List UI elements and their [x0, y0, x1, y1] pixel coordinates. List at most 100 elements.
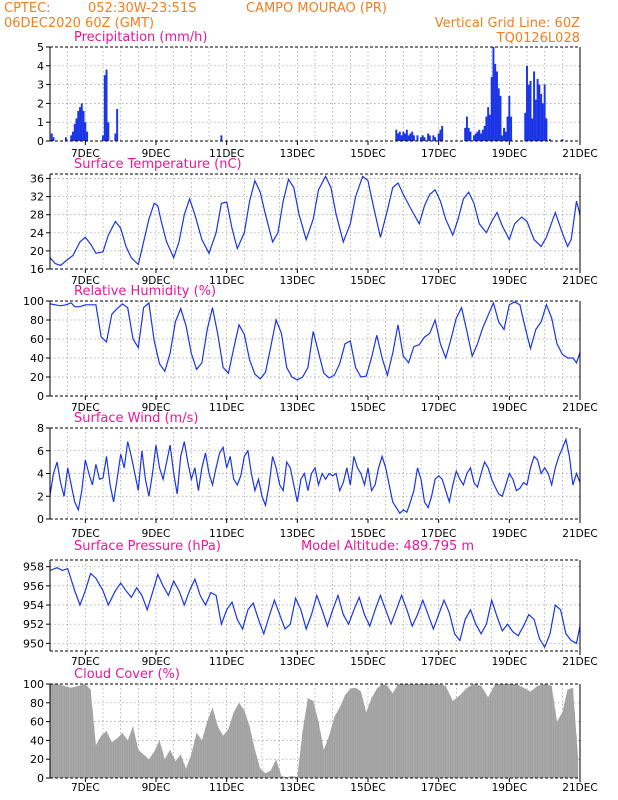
precip-bar	[400, 135, 403, 141]
precip-bar	[420, 137, 422, 141]
y-tick-label: 40	[30, 352, 44, 365]
x-tick-label: 17DEC	[421, 402, 456, 414]
x-tick-label: 13DEC	[280, 656, 315, 668]
y-tick-label: 954	[23, 599, 44, 612]
precip-bar	[473, 135, 475, 141]
y-tick-label: 80	[30, 314, 44, 327]
precip-bar	[526, 65, 528, 141]
panel-title: Surface Pressure (hPa)	[74, 539, 221, 554]
x-tick-label: 15DEC	[350, 148, 385, 160]
x-tick-label: 15DEC	[350, 656, 385, 668]
x-tick-label: 21DEC	[562, 275, 597, 287]
x-tick-label: 15DEC	[350, 782, 385, 794]
y-tick-label: 32	[30, 191, 44, 204]
x-tick-label: 13DEC	[280, 528, 315, 540]
precip-bar	[70, 135, 73, 141]
y-tick-label: 24	[30, 227, 44, 240]
y-tick-label: 3	[37, 79, 44, 92]
precip-bar	[540, 94, 543, 141]
y-tick-label: 100	[23, 678, 44, 691]
panel-title: Surface Temperature (nC)	[74, 157, 242, 172]
precip-bar	[501, 135, 504, 141]
precip-bar	[481, 129, 484, 141]
header-grid-line: Vertical Grid Line: 60Z	[435, 16, 580, 31]
y-tick-label: 4	[37, 60, 44, 73]
x-tick-label: 19DEC	[492, 275, 527, 287]
precip-bar	[73, 124, 76, 141]
y-tick-label: 20	[30, 371, 44, 384]
precip-bar	[421, 135, 424, 141]
precip-bar	[497, 88, 500, 141]
y-tick-label: 6	[37, 445, 44, 458]
x-tick-label: 17DEC	[421, 528, 456, 540]
precip-bar	[432, 135, 435, 141]
y-tick-label: 0	[37, 772, 44, 785]
precip-bar	[80, 103, 83, 141]
precip-bar	[533, 71, 536, 141]
precip-bar	[524, 112, 527, 141]
panel-rh: 0 20 40 60 80 100 7DEC 9DEC 11DEC 13DEC 15DEC 17DEC…	[23, 284, 598, 414]
precip-bar	[469, 131, 472, 141]
y-tick-label: 20	[30, 245, 44, 258]
precip-bar	[510, 116, 513, 141]
header-coords: 052:30W-23:51S	[88, 1, 196, 16]
y-tick-label: 40	[30, 734, 44, 747]
precip-bar	[71, 131, 74, 141]
precip-bar	[395, 129, 398, 141]
y-tick-label: 60	[30, 716, 44, 729]
precip-bar	[416, 135, 419, 141]
y-tick-label: 952	[23, 618, 44, 631]
panel-cloud: 0 20 40 60 80 100 7DEC 9DEC 11DEC 13DEC 15DEC 17DEC…	[23, 667, 598, 794]
precip-bar	[494, 63, 497, 141]
pres-series-line	[49, 567, 581, 649]
temp-series-line	[49, 174, 581, 267]
precip-bar	[427, 133, 430, 141]
precip-bar	[407, 135, 410, 141]
y-tick-label: 28	[30, 209, 44, 222]
precip-bar	[397, 133, 400, 141]
header-station: CAMPO MOURAO (PR)	[246, 1, 387, 16]
precip-bar	[529, 80, 532, 141]
precip-bar	[527, 84, 530, 141]
precip-bar	[220, 135, 223, 141]
precip-bar	[485, 116, 488, 141]
precip-bar	[441, 125, 444, 141]
x-tick-label: 7DEC	[71, 782, 100, 794]
y-tick-label: 0	[37, 390, 44, 403]
cloud-cover-area	[50, 684, 579, 778]
precip-bar	[504, 131, 507, 141]
precip-bar	[492, 47, 495, 141]
x-tick-label: 19DEC	[492, 148, 527, 160]
precip-bar	[86, 131, 89, 141]
precip-bar	[467, 127, 470, 141]
panel-title: Relative Humidity (%)	[74, 284, 216, 299]
y-tick-label: 60	[30, 333, 44, 346]
x-tick-label: 9DEC	[142, 402, 171, 414]
precip-bar	[483, 125, 486, 141]
y-tick-label: 80	[30, 697, 44, 710]
precip-bar	[541, 103, 544, 141]
precip-bar	[398, 131, 401, 141]
precip-bar	[82, 110, 85, 141]
precip-bar	[465, 116, 468, 141]
panel-title: Cloud Cover (%)	[74, 667, 180, 682]
precip-bar	[402, 131, 405, 141]
precip-bar	[423, 137, 426, 141]
x-tick-label: 15DEC	[350, 275, 385, 287]
precip-bar	[487, 107, 490, 141]
precip-bar	[411, 131, 414, 141]
precip-bar	[64, 137, 67, 141]
precip-bar	[476, 131, 479, 141]
precip-bar	[478, 129, 481, 141]
x-tick-label: 13DEC	[280, 148, 315, 160]
precip-bar	[534, 99, 537, 141]
y-tick-label: 36	[30, 173, 44, 186]
wind-series-line	[49, 437, 581, 515]
panel-precip: 0 1 2 3 4 5 7DEC 9DEC 11DEC 13DEC 15DEC 17DEC 19DEC 2…	[37, 30, 598, 160]
x-tick-label: 15DEC	[350, 402, 385, 414]
x-tick-label: 9DEC	[142, 782, 171, 794]
x-tick-label: 21DEC	[562, 782, 597, 794]
precip-bar	[77, 110, 80, 141]
precip-bar	[103, 75, 106, 141]
precip-bar	[434, 137, 437, 141]
